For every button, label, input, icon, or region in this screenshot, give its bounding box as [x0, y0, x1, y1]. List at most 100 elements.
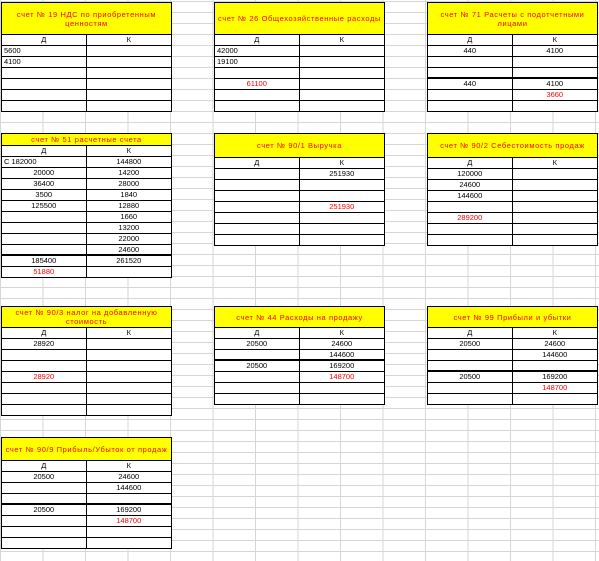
debit-cell[interactable]: [215, 235, 300, 245]
debit-cell[interactable]: [428, 90, 513, 100]
debit-cell[interactable]: [215, 224, 300, 234]
account-71-title[interactable]: счет № 71 Расчеты с подотчетными лицами: [427, 2, 598, 35]
debit-cell[interactable]: [2, 538, 87, 548]
credit-cell[interactable]: [87, 101, 172, 111]
debit-cell[interactable]: 20500: [215, 339, 300, 349]
credit-total-cell[interactable]: 261520: [116, 256, 142, 265]
debit-balance-cell[interactable]: 61100: [215, 79, 300, 89]
debit-cell[interactable]: 20500: [428, 339, 513, 349]
debit-cell[interactable]: [428, 394, 513, 404]
debit-cell[interactable]: 28920: [2, 339, 87, 349]
debit-cell[interactable]: 125500: [2, 201, 87, 211]
debit-cell[interactable]: 42000: [215, 46, 300, 56]
debit-cell[interactable]: [428, 235, 513, 245]
credit-cell[interactable]: [87, 538, 172, 548]
credit-cell[interactable]: [300, 394, 385, 404]
debit-cell[interactable]: [428, 202, 513, 212]
debit-cell[interactable]: 5600: [2, 46, 87, 56]
debit-cell[interactable]: [2, 101, 87, 111]
debit-cell[interactable]: [2, 90, 87, 100]
debit-cell[interactable]: [2, 394, 87, 404]
credit-header[interactable]: К: [552, 158, 557, 167]
credit-header[interactable]: К: [339, 158, 344, 167]
credit-cell[interactable]: [513, 169, 598, 179]
credit-header[interactable]: К: [126, 328, 131, 337]
debit-cell[interactable]: [2, 79, 87, 89]
debit-cell[interactable]: [215, 169, 300, 179]
debit-cell[interactable]: 3500: [2, 190, 87, 200]
credit-cell[interactable]: [87, 57, 172, 67]
credit-balance-cell[interactable]: 3660: [546, 90, 564, 99]
credit-cell[interactable]: [87, 350, 172, 360]
credit-cell[interactable]: [513, 57, 598, 67]
credit-cell[interactable]: 24600: [544, 339, 566, 348]
account-51-title[interactable]: счет № 51 расчетные счета: [1, 133, 172, 146]
debit-cell[interactable]: [2, 361, 87, 371]
debit-cell[interactable]: 20000: [2, 168, 87, 178]
debit-header[interactable]: Д: [215, 35, 300, 45]
debit-cell[interactable]: 19100: [215, 57, 300, 67]
credit-header[interactable]: К: [339, 35, 344, 44]
debit-cell[interactable]: [2, 212, 87, 222]
credit-cell[interactable]: [87, 79, 172, 89]
credit-total-cell[interactable]: 169200: [329, 361, 355, 370]
debit-cell[interactable]: [2, 223, 87, 233]
debit-balance-cell[interactable]: 28920: [2, 372, 87, 382]
debit-cell[interactable]: 20500: [2, 472, 87, 482]
credit-cell[interactable]: [300, 180, 385, 190]
debit-balance-cell[interactable]: 289200: [428, 213, 513, 223]
debit-cell[interactable]: [215, 90, 300, 100]
debit-cell[interactable]: [2, 516, 87, 526]
debit-header[interactable]: Д: [428, 158, 513, 168]
credit-cell[interactable]: [513, 180, 598, 190]
credit-cell[interactable]: 251930: [329, 169, 355, 178]
credit-cell[interactable]: 12880: [118, 201, 140, 210]
debit-cell[interactable]: [215, 191, 300, 201]
account-90-2-title[interactable]: счет № 90/2 Себестоимость продаж: [427, 133, 598, 158]
debit-header[interactable]: Д: [2, 35, 87, 45]
credit-cell[interactable]: [513, 394, 598, 404]
debit-cell[interactable]: 24600: [428, 180, 513, 190]
account-26-title[interactable]: счет № 26 Общехозяйственные расходы: [214, 2, 385, 35]
credit-cell[interactable]: 24600: [331, 339, 353, 348]
debit-cell[interactable]: [215, 180, 300, 190]
credit-cell[interactable]: [87, 361, 172, 371]
debit-cell[interactable]: [428, 68, 513, 77]
credit-cell[interactable]: [87, 372, 172, 382]
account-19-title[interactable]: счет № 19 НДС по приобретенным ценностям: [1, 2, 172, 35]
credit-cell[interactable]: [87, 394, 172, 404]
credit-cell[interactable]: [300, 101, 385, 111]
debit-header[interactable]: Д: [215, 328, 300, 338]
debit-cell[interactable]: [2, 383, 87, 393]
credit-header[interactable]: К: [552, 35, 557, 44]
debit-cell[interactable]: [428, 224, 513, 234]
credit-cell[interactable]: [513, 191, 598, 201]
credit-cell[interactable]: [87, 68, 172, 78]
debit-cell[interactable]: [428, 350, 513, 360]
credit-cell[interactable]: [300, 79, 385, 89]
debit-cell[interactable]: [215, 372, 300, 382]
credit-cell[interactable]: 24600: [118, 245, 140, 254]
credit-cell[interactable]: [513, 101, 598, 111]
debit-cell[interactable]: [2, 483, 87, 493]
credit-cell[interactable]: [300, 46, 385, 56]
credit-total-cell[interactable]: 4100: [546, 79, 564, 88]
debit-cell[interactable]: [2, 405, 87, 415]
debit-cell[interactable]: [215, 202, 300, 212]
credit-cell[interactable]: [300, 224, 385, 234]
debit-balance-cell[interactable]: 51880: [2, 267, 87, 277]
credit-cell[interactable]: 144600: [542, 350, 568, 359]
credit-balance-cell[interactable]: 148700: [116, 516, 142, 525]
credit-cell[interactable]: [300, 90, 385, 100]
account-44-title[interactable]: счет № 44 Расходы на продажу: [214, 306, 385, 328]
debit-cell[interactable]: [2, 245, 87, 254]
credit-balance-cell[interactable]: 148700: [329, 372, 355, 381]
debit-cell[interactable]: [2, 68, 87, 78]
credit-cell[interactable]: 144800: [116, 157, 142, 166]
debit-header[interactable]: Д: [2, 146, 87, 156]
credit-cell[interactable]: [87, 527, 172, 537]
debit-cell[interactable]: [215, 383, 300, 393]
credit-cell[interactable]: 1840: [120, 190, 138, 199]
credit-cell[interactable]: [300, 191, 385, 201]
debit-cell[interactable]: [2, 234, 87, 244]
